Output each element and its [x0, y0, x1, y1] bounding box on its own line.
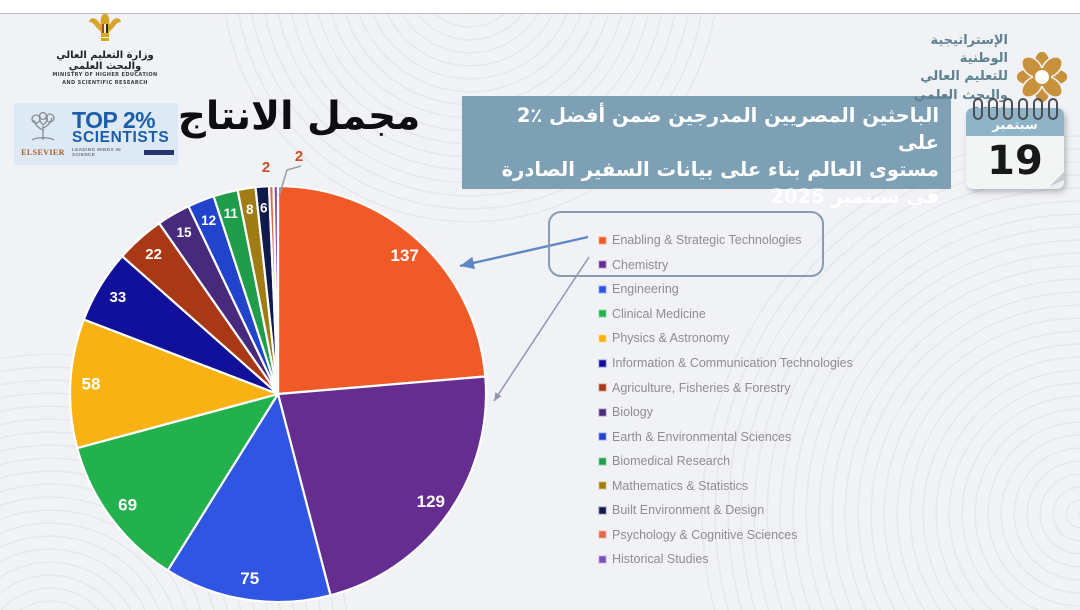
legend-item: Chemistry	[598, 253, 853, 278]
legend-swatch-icon	[598, 481, 607, 491]
ministry-english-name-line1: MINISTRY OF HIGHER EDUCATION	[52, 72, 158, 78]
ministry-logo: وزارة التعليم العالي والبحث العلمي MINIS…	[38, 10, 172, 87]
pie-slice	[276, 375, 488, 597]
legend-label: Chemistry	[612, 257, 669, 272]
top2-title: TOP 2%	[72, 106, 156, 133]
legend-item: Information & Communication Technologies	[598, 351, 853, 376]
legend-item: Psychology & Cognitive Sciences	[598, 523, 853, 548]
calendar-page-curl-highlight	[1044, 180, 1064, 189]
elsevier-tree-icon	[31, 111, 55, 141]
legend-swatch-icon	[598, 284, 607, 294]
legend-label: Physics & Astronomy	[612, 331, 730, 346]
banner-line1: الباحثين المصريين المدرجين ضمن أفضل ٪2 ع…	[516, 104, 939, 154]
label-leader-line	[278, 165, 302, 197]
legend-swatch-icon	[598, 333, 607, 343]
legend-label: Agriculture, Fisheries & Forestry	[612, 380, 791, 395]
legend-item: Engineering	[598, 277, 853, 302]
pie-slice-value-label: 22	[145, 246, 162, 263]
ministry-english-name-line2: AND SCIENTIFIC RESEARCH	[62, 79, 148, 86]
legend-label: Information & Communication Technologies	[612, 356, 853, 370]
pie-slice	[166, 392, 332, 604]
legend-swatch-icon	[598, 383, 607, 393]
pie-slice-value-label: 129	[417, 492, 445, 511]
page-title: مجمل الانتاج	[177, 94, 422, 139]
calendar-widget: سبتمبر 19	[966, 98, 1064, 189]
top2-tagline-bar	[144, 149, 174, 155]
legend-item: Built Environment & Design	[598, 498, 853, 523]
legend-label: Enabling & Strategic Technologies	[612, 233, 802, 248]
legend-label: Clinical Medicine	[612, 306, 706, 321]
legend-item: Clinical Medicine	[598, 302, 853, 327]
pie-slice-value-label: 15	[176, 225, 192, 240]
ministry-arabic-calligraphy: وزارة التعليم العالي والبحث العلمي	[56, 50, 154, 72]
strategy-lotus-flower-icon	[1017, 52, 1067, 103]
pie-slice-value-label: 58	[82, 374, 101, 393]
pie-slice-value-label: 6	[260, 200, 268, 215]
legend-item: Biology	[598, 400, 853, 425]
top2-subtitle: SCIENTISTS	[72, 129, 170, 147]
legend-label: Built Environment & Design	[612, 503, 765, 518]
pie-slice-value-label: 8	[246, 202, 254, 217]
pie-slice-value-label: 2	[262, 159, 270, 176]
legend-label: Earth & Environmental Sciences	[612, 429, 792, 444]
legend-item: Earth & Environmental Sciences	[598, 424, 853, 449]
headline-banner: الباحثين المصريين المدرجين ضمن أفضل ٪2 ع…	[462, 96, 951, 208]
legend-swatch-icon	[598, 407, 607, 417]
legend-item: Mathematics & Statistics	[598, 473, 853, 498]
banner-line2: مستوى العالم بناء على بيانات السفير الصا…	[501, 157, 939, 181]
national-strategy-logo: الإستراتيجية الوطنية للتعليم العالي والب…	[882, 32, 1067, 123]
legend-label: Mathematics & Statistics	[612, 478, 749, 493]
pie-slice-value-label: 11	[224, 206, 239, 221]
calendar-day: 19	[987, 138, 1043, 184]
legend-label: Biology	[612, 405, 653, 420]
chart-legend: Enabling & Strategic Technologies Chemist…	[598, 228, 853, 572]
pie-slice	[68, 318, 280, 450]
top2-tagline: LEADING MINDS IN SCIENCE	[72, 147, 122, 158]
callout-arrow	[493, 256, 590, 402]
strategy-line1: الإستراتيجية الوطنية	[930, 33, 1008, 67]
pie-slice	[76, 392, 280, 572]
legend-swatch-icon	[598, 358, 607, 368]
legend-label: Biomedical Research	[612, 454, 731, 469]
pie-slice-value-label: 75	[240, 569, 259, 588]
legend-label: Engineering	[612, 282, 679, 297]
legend-callout-box	[548, 211, 824, 277]
legend-label: Psychology & Cognitive Sciences	[612, 527, 798, 542]
pie-slice-value-label: 12	[201, 213, 216, 228]
slide-top-border	[0, 0, 1080, 14]
legend-item: Biomedical Research	[598, 449, 853, 474]
legend-swatch-icon	[598, 456, 607, 466]
legend-swatch-icon	[598, 505, 607, 515]
callout-arrow	[459, 235, 589, 270]
legend-item: Historical Studies	[598, 547, 853, 572]
legend-label: Historical Studies	[612, 552, 709, 567]
legend-swatch-icon	[598, 432, 607, 442]
egypt-eagle-emblem-icon	[89, 12, 121, 41]
pie-slice	[276, 184, 487, 396]
strategy-line2: للتعليم العالي	[920, 69, 1008, 85]
banner-line3: في سبتمبر 2025	[770, 184, 939, 208]
legend-swatch-icon	[598, 554, 607, 564]
legend-item: Agriculture, Fisheries & Forestry	[598, 375, 853, 400]
calendar-binding-rings-icon	[966, 98, 1064, 120]
legend-swatch-icon	[598, 235, 607, 245]
legend-swatch-icon	[598, 309, 607, 319]
top2-scientists-logo: ELSEVIER TOP 2% SCIENTISTS LEADING MINDS…	[14, 103, 178, 165]
pie-slice	[272, 184, 280, 396]
legend-item: Physics & Astronomy	[598, 326, 853, 351]
legend-swatch-icon	[598, 260, 607, 270]
pie-slice-value-label: 33	[110, 289, 127, 306]
legend-item: Enabling & Strategic Technologies	[598, 228, 853, 253]
calendar-card: سبتمبر 19	[966, 108, 1064, 189]
pie-slice-value-label: 137	[391, 246, 419, 265]
pie-slice-value-label: 2	[295, 148, 303, 165]
elsevier-wordmark: ELSEVIER	[21, 147, 65, 157]
legend-swatch-icon	[598, 530, 607, 540]
pie-slice-value-label: 69	[118, 495, 137, 514]
